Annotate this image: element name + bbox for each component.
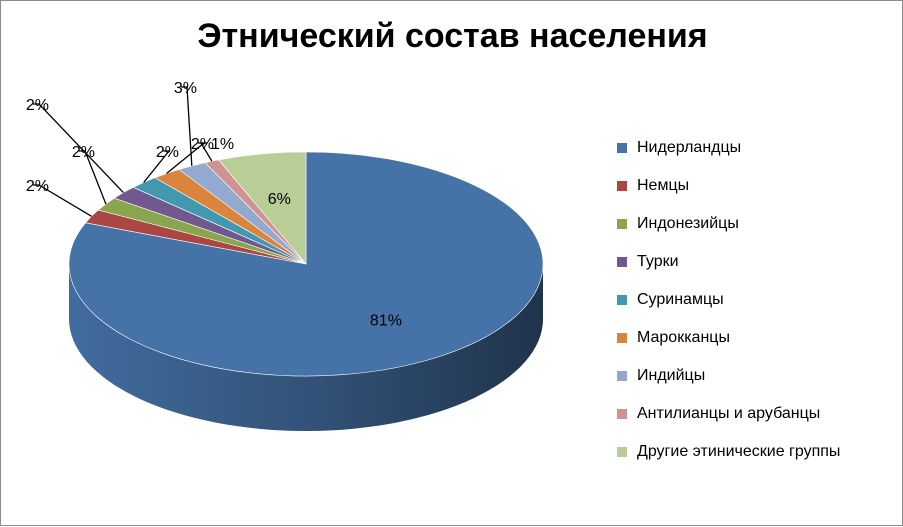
pie-leader-line xyxy=(181,86,193,166)
pie-leader-line xyxy=(33,184,92,217)
legend-swatch xyxy=(617,409,627,419)
legend-item: Немцы xyxy=(617,167,840,205)
pie-data-label: 3% xyxy=(174,80,197,97)
legend-label: Суринамцы xyxy=(637,291,724,308)
legend-swatch xyxy=(617,295,627,305)
pie-data-label: 1% xyxy=(211,136,234,153)
legend-item: Нидерландцы xyxy=(617,129,840,167)
legend: Нидерландцы Немцы Индонезийцы Турки Суринамц… xyxy=(617,129,840,471)
legend-label: Антилианцы и арубанцы xyxy=(637,405,821,422)
legend-label: Марокканцы xyxy=(637,329,730,346)
pie-data-label: 6% xyxy=(268,191,291,208)
legend-label: Индонезийцы xyxy=(637,215,739,232)
pie-data-label: 2% xyxy=(191,136,214,153)
legend-item: Индонезийцы xyxy=(617,205,840,243)
legend-label: Индийцы xyxy=(637,367,706,384)
pie-leader-line xyxy=(79,150,107,205)
legend-swatch xyxy=(617,219,627,229)
pie-leader-line xyxy=(199,142,213,162)
pie-data-label: 2% xyxy=(26,178,49,195)
legend-label: Нидерландцы xyxy=(637,139,742,156)
legend-item: Антилианцы и арубанцы xyxy=(617,395,840,433)
legend-swatch xyxy=(617,333,627,343)
pie-data-label: 2% xyxy=(156,144,179,161)
legend-swatch xyxy=(617,257,627,267)
legend-item: Индийцы xyxy=(617,357,840,395)
legend-item: Марокканцы xyxy=(617,319,840,357)
legend-swatch xyxy=(617,447,627,457)
pie-slice xyxy=(68,151,544,377)
pie-side-shade xyxy=(69,264,543,431)
legend-label: Немцы xyxy=(637,177,690,194)
pie-leader-line xyxy=(33,103,124,194)
legend-label: Другие этинические группы xyxy=(637,443,841,460)
legend-swatch xyxy=(617,371,627,381)
legend-item: Суринамцы xyxy=(617,281,840,319)
legend-swatch xyxy=(617,143,627,153)
pie-data-label: 2% xyxy=(72,144,95,161)
chart-title: Этнический состав населения xyxy=(197,17,708,55)
legend-item: Другие этинические группы xyxy=(617,433,840,471)
pie-slice xyxy=(218,151,307,265)
legend-item: Турки xyxy=(617,243,840,281)
pie-data-label: 2% xyxy=(26,97,49,114)
legend-label: Турки xyxy=(637,253,679,270)
legend-swatch xyxy=(617,181,627,191)
pie-leader-line xyxy=(143,150,171,183)
pie-data-label: 81% xyxy=(370,313,402,330)
